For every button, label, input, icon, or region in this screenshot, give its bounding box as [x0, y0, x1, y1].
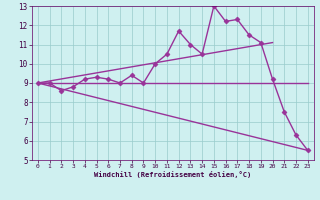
X-axis label: Windchill (Refroidissement éolien,°C): Windchill (Refroidissement éolien,°C)	[94, 171, 252, 178]
